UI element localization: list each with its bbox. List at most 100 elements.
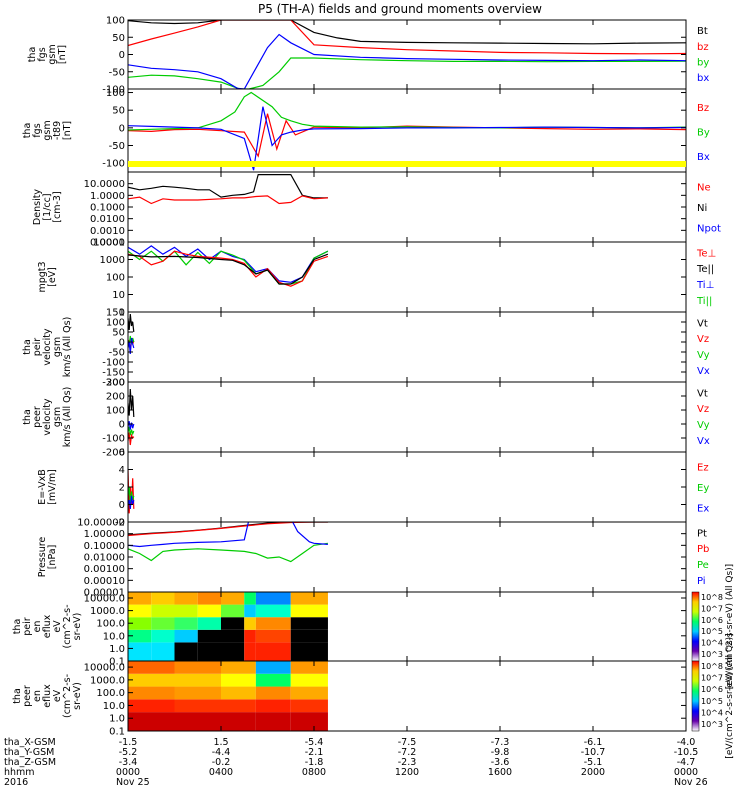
colorbar-tick-label: 10^4 (701, 708, 723, 717)
time-row-value: -3.6 (491, 757, 510, 768)
y-axis-label: tha (12, 688, 23, 704)
y-tick-label: 100 (106, 406, 125, 417)
y-tick-label: 0 (119, 338, 125, 349)
series-Ne (128, 195, 328, 205)
series-bx (128, 33, 686, 89)
y-tick-label: 0.0010 (90, 226, 125, 237)
time-row-value: 0000 (674, 767, 698, 778)
y-tick-label: 1000.0 (90, 675, 125, 686)
spectrogram-cell (128, 629, 152, 643)
time-row-value: -7.2 (398, 747, 417, 758)
series-Vy (128, 426, 135, 436)
panel-frame (127, 241, 687, 313)
y-tick-label: 0.00001 (84, 588, 125, 599)
spectrogram-cell (221, 661, 256, 674)
colorbar-label: [eV/(cm^2-s-sr-eV) (All Qs)] (725, 564, 735, 689)
figure-title: P5 (TH-A) fields and ground moments over… (258, 2, 542, 16)
spectrogram-cell (174, 629, 198, 643)
y-axis-label: gsm (52, 337, 63, 357)
legend-entry: Ey (697, 483, 709, 494)
time-row-label: tha_X-GSM (4, 737, 56, 748)
y-axis-label: eflux (42, 684, 53, 708)
series-Pe (128, 542, 328, 563)
legend-entry: Ti⊥ (696, 280, 714, 291)
time-row-value: -4.4 (212, 747, 231, 758)
y-axis-label: tha (22, 409, 33, 425)
plot-area (128, 592, 328, 661)
y-axis-label: gsm (42, 120, 53, 140)
y-tick-label: 0 (119, 50, 125, 61)
spectrogram-cell (255, 661, 291, 674)
panel-pressure: 10.000001.000000.100000.010000.001000.00… (37, 518, 709, 599)
y-tick-label: 1.0 (109, 644, 125, 655)
time-row-value: -10.7 (581, 747, 606, 758)
spectrogram-cell (221, 617, 245, 630)
time-row-value: 1600 (488, 767, 512, 778)
spectrogram-cell (221, 712, 256, 731)
spectrogram-cell (255, 673, 291, 687)
spectrogram-cell (174, 617, 198, 630)
spectrogram-cell (151, 592, 175, 605)
time-row-value: -1.5 (119, 737, 138, 748)
time-row-value: -10.5 (674, 747, 699, 758)
y-axis-label: gsm (52, 407, 63, 427)
spectrogram-cell (128, 712, 175, 731)
panel-efield: 6 4 2 0 -2 E=-VxB [mV/m] Ez Ey Ex (37, 448, 709, 529)
y-tick-label: 150 (106, 308, 125, 319)
spectrogram-cell (255, 617, 291, 630)
legend-entry: Ne (697, 183, 711, 194)
plot-area (128, 174, 328, 205)
y-tick-label: 10.0 (103, 701, 125, 712)
series-Ni (128, 174, 328, 199)
y-tick-label: -200 (102, 448, 125, 459)
y-axis-label: [nT] (62, 121, 73, 140)
y-axis-label: sr-eV) (72, 613, 83, 641)
y-axis-label: eV (52, 689, 63, 702)
series-Ti⊥ (128, 245, 329, 283)
time-row-value: -2.1 (305, 747, 324, 758)
panel-frame (127, 19, 687, 90)
y-tick-label: 100 (106, 318, 125, 329)
y-tick-label: 300 (106, 378, 125, 389)
panel-fgs_gsm_minus_t89: 100 50 0 -50 -100 tha fgs gsm -t89 [nT] Bz By Bx (22, 88, 710, 173)
series-Vt (128, 388, 135, 418)
legend-entry: Pb (697, 544, 709, 555)
spectrogram-cell (221, 604, 245, 618)
spectrogram-cell (128, 617, 152, 630)
plot-area (128, 522, 328, 563)
time-axis-labels: tha_X-GSM -1.5 1.5 -5.4 -7.5 -7.3 -6.1 -4.0 tha_… (4, 737, 708, 788)
panel-peer_velocity: 300 200 100 0 -100 -200 tha peer velocity gsm km/s… (22, 378, 710, 459)
legend-entry: Bx (697, 152, 710, 163)
colorbar-tick-label: 10^6 (701, 685, 723, 694)
spectrogram-cell (255, 629, 291, 643)
spectrogram-cell (151, 617, 175, 630)
y-axis-label: velocity (42, 328, 53, 366)
spectrogram-cell (244, 592, 256, 605)
y-tick-label: -150 (102, 368, 125, 379)
y-tick-label: 0.01000 (84, 553, 125, 564)
y-tick-label: 1000 (100, 255, 125, 266)
time-row-value: -4.7 (677, 757, 696, 768)
spectrogram-cell (255, 699, 291, 713)
spectrogram-cell (128, 661, 175, 674)
colorbar-label: [eV/(cm^2-s-sr-eV) (All Qs)] (725, 633, 735, 758)
series-By (128, 91, 686, 131)
legend-entry: Pi (697, 576, 706, 587)
legend-entry: Vy (697, 420, 710, 431)
y-axis-label: [mV/m] (47, 469, 58, 505)
y-tick-label: 10000.0 (84, 594, 125, 605)
time-row-value: 0000 (116, 767, 140, 778)
y-tick-label: 10.0 (103, 631, 125, 642)
y-axis-label: Pressure (37, 537, 48, 578)
legend-entry: Ez (697, 463, 709, 474)
y-axis-label: [cm-3] (52, 191, 63, 222)
time-row-value: -6.1 (584, 737, 603, 748)
spectrogram-cell (255, 642, 291, 661)
y-tick-label: 6 (119, 448, 125, 459)
colorbar-tick-label: 10^3 (701, 720, 723, 729)
y-tick-label: -50 (109, 67, 125, 78)
y-axis-label: [nPa] (47, 545, 58, 570)
spectrogram-cell (255, 686, 291, 700)
